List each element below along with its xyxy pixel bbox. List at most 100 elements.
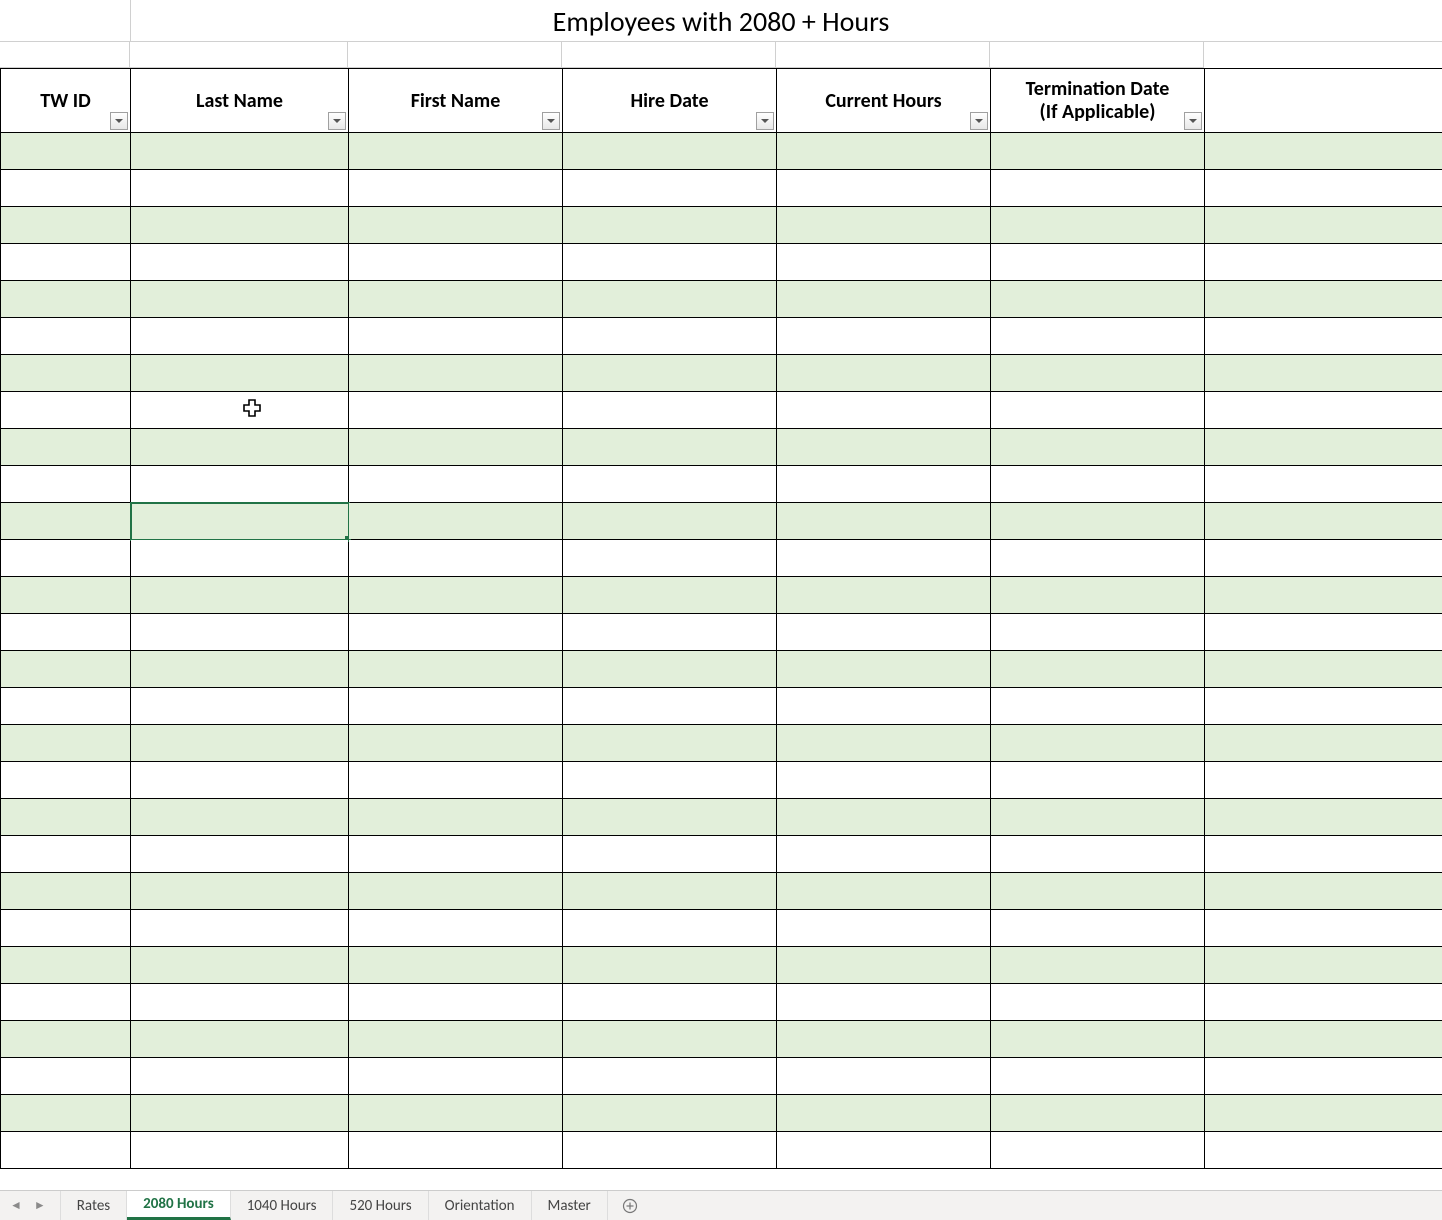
cell[interactable] bbox=[563, 244, 777, 281]
cell[interactable] bbox=[131, 281, 349, 318]
cell[interactable] bbox=[131, 466, 349, 503]
cell-stub[interactable] bbox=[1205, 1095, 1442, 1132]
cell[interactable] bbox=[349, 207, 563, 244]
cell[interactable] bbox=[991, 170, 1205, 207]
cell[interactable] bbox=[777, 318, 991, 355]
cell[interactable] bbox=[131, 355, 349, 392]
cell[interactable] bbox=[563, 540, 777, 577]
cell[interactable] bbox=[991, 466, 1205, 503]
cell-stub[interactable] bbox=[1205, 688, 1442, 725]
cell[interactable] bbox=[131, 947, 349, 984]
cell[interactable] bbox=[1, 281, 131, 318]
cell[interactable] bbox=[777, 688, 991, 725]
cell-stub[interactable] bbox=[1205, 1132, 1442, 1169]
cell[interactable] bbox=[991, 1058, 1205, 1095]
cell[interactable] bbox=[131, 725, 349, 762]
cell[interactable] bbox=[1, 836, 131, 873]
cell[interactable] bbox=[1, 466, 131, 503]
cell[interactable] bbox=[991, 1021, 1205, 1058]
cell[interactable] bbox=[1, 910, 131, 947]
cell[interactable] bbox=[1, 355, 131, 392]
cell[interactable] bbox=[349, 762, 563, 799]
cell[interactable] bbox=[563, 429, 777, 466]
cell[interactable] bbox=[131, 688, 349, 725]
cell[interactable] bbox=[777, 1058, 991, 1095]
cell[interactable] bbox=[777, 207, 991, 244]
cell[interactable] bbox=[777, 577, 991, 614]
cell[interactable] bbox=[349, 244, 563, 281]
cell[interactable] bbox=[563, 947, 777, 984]
cell[interactable] bbox=[131, 207, 349, 244]
cell[interactable] bbox=[777, 873, 991, 910]
cell-stub[interactable] bbox=[1205, 873, 1442, 910]
cell[interactable] bbox=[349, 725, 563, 762]
cell[interactable] bbox=[1, 244, 131, 281]
add-sheet-button[interactable] bbox=[608, 1191, 652, 1220]
cell[interactable] bbox=[131, 1132, 349, 1169]
cell[interactable] bbox=[777, 281, 991, 318]
cell[interactable] bbox=[131, 170, 349, 207]
cell-stub[interactable] bbox=[1205, 1058, 1442, 1095]
cell[interactable] bbox=[349, 1058, 563, 1095]
cell-stub[interactable] bbox=[1205, 429, 1442, 466]
sheet-tab-2080-hours[interactable]: 2080 Hours bbox=[127, 1191, 231, 1220]
cell[interactable] bbox=[991, 281, 1205, 318]
filter-dropdown-icon[interactable] bbox=[756, 112, 774, 130]
cell[interactable] bbox=[777, 762, 991, 799]
cell[interactable] bbox=[563, 170, 777, 207]
cell[interactable] bbox=[349, 984, 563, 1021]
cell[interactable] bbox=[991, 318, 1205, 355]
cell-stub[interactable] bbox=[1205, 133, 1442, 170]
cell-stub[interactable] bbox=[1205, 355, 1442, 392]
cell[interactable] bbox=[777, 836, 991, 873]
cell[interactable] bbox=[563, 281, 777, 318]
cell[interactable] bbox=[991, 392, 1205, 429]
cell[interactable] bbox=[563, 984, 777, 1021]
cell[interactable] bbox=[1, 207, 131, 244]
filter-dropdown-icon[interactable] bbox=[970, 112, 988, 130]
cell[interactable] bbox=[777, 910, 991, 947]
cell[interactable] bbox=[349, 429, 563, 466]
cell[interactable] bbox=[563, 1021, 777, 1058]
column-header-first_name[interactable]: First Name bbox=[349, 69, 563, 133]
cell[interactable] bbox=[991, 762, 1205, 799]
cell[interactable] bbox=[1, 1095, 131, 1132]
cell[interactable] bbox=[349, 1132, 563, 1169]
cell[interactable] bbox=[131, 984, 349, 1021]
cell[interactable] bbox=[1, 503, 131, 540]
cell[interactable] bbox=[349, 170, 563, 207]
cell[interactable] bbox=[991, 910, 1205, 947]
cell[interactable] bbox=[131, 799, 349, 836]
cell[interactable] bbox=[991, 799, 1205, 836]
cell[interactable] bbox=[131, 1021, 349, 1058]
cell[interactable] bbox=[1, 651, 131, 688]
cell[interactable] bbox=[131, 244, 349, 281]
cell[interactable] bbox=[563, 466, 777, 503]
cell[interactable] bbox=[777, 725, 991, 762]
cell[interactable] bbox=[349, 577, 563, 614]
cell[interactable] bbox=[563, 133, 777, 170]
cell[interactable] bbox=[991, 133, 1205, 170]
cell[interactable] bbox=[563, 836, 777, 873]
cell[interactable] bbox=[1, 725, 131, 762]
cell[interactable] bbox=[563, 355, 777, 392]
cell[interactable] bbox=[131, 577, 349, 614]
column-header-last_name[interactable]: Last Name bbox=[131, 69, 349, 133]
cell-stub[interactable] bbox=[1205, 577, 1442, 614]
sheet-tab-520-hours[interactable]: 520 Hours bbox=[333, 1191, 428, 1220]
cell[interactable] bbox=[349, 133, 563, 170]
column-header-tw_id[interactable]: TW ID bbox=[1, 69, 131, 133]
cell[interactable] bbox=[131, 651, 349, 688]
cell-stub[interactable] bbox=[1205, 392, 1442, 429]
column-header-term_date[interactable]: Termination Date(If Applicable) bbox=[991, 69, 1205, 133]
cell[interactable] bbox=[991, 244, 1205, 281]
cell[interactable] bbox=[131, 910, 349, 947]
cell[interactable] bbox=[777, 355, 991, 392]
cell[interactable] bbox=[349, 540, 563, 577]
cell-stub[interactable] bbox=[1205, 947, 1442, 984]
cell[interactable] bbox=[1, 984, 131, 1021]
cell[interactable] bbox=[991, 873, 1205, 910]
cell[interactable] bbox=[777, 540, 991, 577]
cell[interactable] bbox=[563, 762, 777, 799]
cell-stub[interactable] bbox=[1205, 318, 1442, 355]
